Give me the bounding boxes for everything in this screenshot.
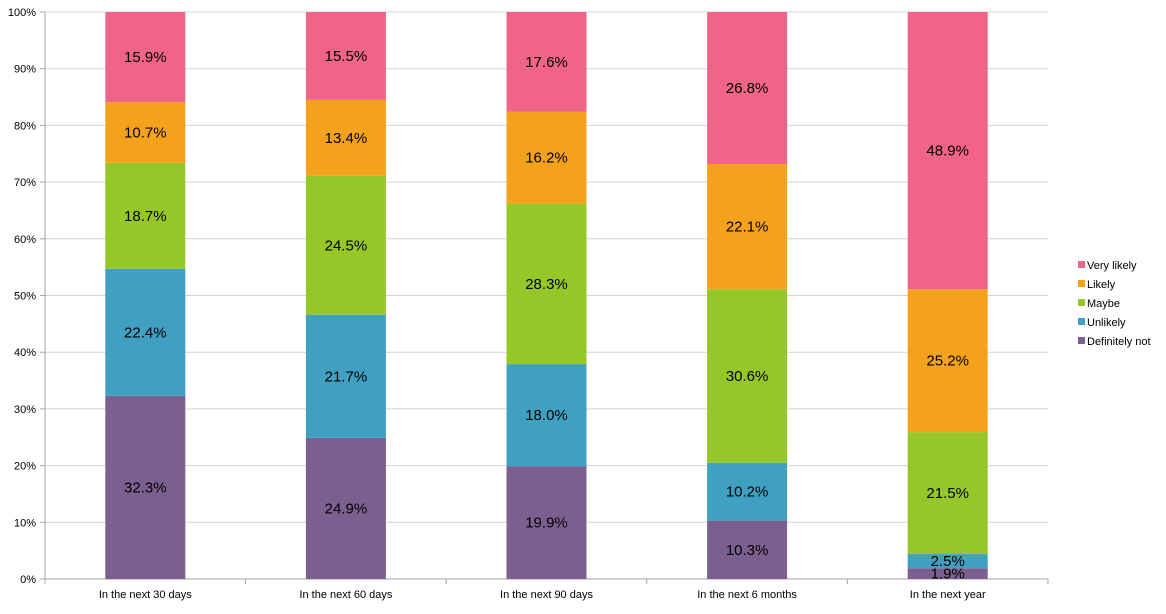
data-label: 21.5% — [926, 485, 969, 502]
data-label: 21.7% — [325, 368, 368, 385]
y-tick-label: 60% — [14, 234, 36, 246]
data-label: 48.9% — [926, 143, 969, 160]
bar-segment[interactable] — [707, 289, 788, 463]
data-label: 2.5% — [931, 553, 965, 570]
data-label: 13.4% — [325, 130, 368, 147]
bar-segment[interactable] — [305, 314, 386, 438]
legend-swatch — [1078, 280, 1085, 287]
bar-segment[interactable] — [305, 175, 386, 315]
data-label: 25.2% — [926, 353, 969, 370]
x-category-label: In the next 6 months — [697, 589, 797, 601]
x-category-label: In the next 60 days — [299, 589, 392, 601]
y-tick-label: 80% — [14, 120, 36, 132]
bar-segment[interactable] — [907, 554, 988, 569]
bar-segment[interactable] — [105, 268, 186, 396]
x-category-label: In the next 30 days — [99, 589, 192, 601]
bar-segment[interactable] — [707, 462, 788, 521]
y-tick-label: 50% — [14, 291, 36, 303]
bar-segment[interactable] — [305, 12, 386, 100]
legend-swatch — [1078, 261, 1085, 268]
x-category-label: In the next year — [910, 589, 986, 601]
legend-swatch — [1078, 337, 1085, 344]
data-label: 15.5% — [325, 48, 368, 65]
data-label: 18.0% — [525, 407, 568, 424]
y-tick-label: 10% — [14, 517, 36, 529]
data-label: 18.7% — [124, 208, 167, 225]
data-label: 17.6% — [525, 54, 568, 71]
bar-segment[interactable] — [907, 432, 988, 555]
y-tick-label: 70% — [14, 177, 36, 189]
data-label: 24.9% — [325, 500, 368, 517]
legend-label: Likely — [1087, 279, 1116, 291]
bar-segment[interactable] — [105, 102, 186, 163]
y-tick-label: 40% — [14, 347, 36, 359]
bar-segment[interactable] — [105, 395, 186, 579]
data-label: 15.9% — [124, 49, 167, 66]
y-tick-label: 100% — [8, 7, 36, 19]
legend-label: Unlikely — [1087, 317, 1126, 329]
data-label: 10.2% — [726, 484, 769, 501]
data-label: 30.6% — [726, 368, 769, 385]
data-label: 26.8% — [726, 80, 769, 97]
x-category-label: In the next 90 days — [500, 589, 593, 601]
legend-swatch — [1078, 299, 1085, 306]
y-tick-label: 30% — [14, 404, 36, 416]
legend-label: Definitely not — [1087, 336, 1151, 348]
data-label: 28.3% — [525, 276, 568, 293]
bar-segment[interactable] — [907, 12, 988, 290]
bar-segment[interactable] — [105, 162, 186, 269]
bar-segment[interactable] — [506, 364, 587, 467]
bar-segment[interactable] — [506, 111, 587, 204]
bar-segment[interactable] — [907, 289, 988, 433]
data-label: 32.3% — [124, 479, 167, 496]
bar-segment[interactable] — [305, 99, 386, 176]
bar-segment[interactable] — [105, 12, 186, 103]
data-label: 1.9% — [931, 566, 965, 583]
data-label: 16.2% — [525, 150, 568, 167]
data-label: 22.1% — [726, 219, 769, 236]
bar-segment[interactable] — [707, 163, 788, 290]
bar-segment[interactable] — [707, 520, 788, 579]
legend-label: Maybe — [1087, 298, 1120, 310]
y-tick-label: 20% — [14, 461, 36, 473]
y-tick-label: 90% — [14, 64, 36, 76]
bar-segment[interactable] — [506, 203, 587, 365]
bar-segment[interactable] — [707, 12, 788, 164]
legend-swatch — [1078, 318, 1085, 325]
legend-label: Very likely — [1087, 260, 1137, 272]
data-label: 19.9% — [525, 515, 568, 532]
data-label: 22.4% — [124, 324, 167, 341]
bar-segment[interactable] — [305, 437, 386, 579]
bar-segment[interactable] — [907, 568, 988, 579]
y-tick-label: 0% — [20, 574, 36, 586]
data-label: 10.3% — [726, 542, 769, 559]
data-label: 10.7% — [124, 124, 167, 141]
bar-segment[interactable] — [506, 12, 587, 112]
bar-segment[interactable] — [506, 466, 587, 579]
data-label: 24.5% — [325, 237, 368, 254]
